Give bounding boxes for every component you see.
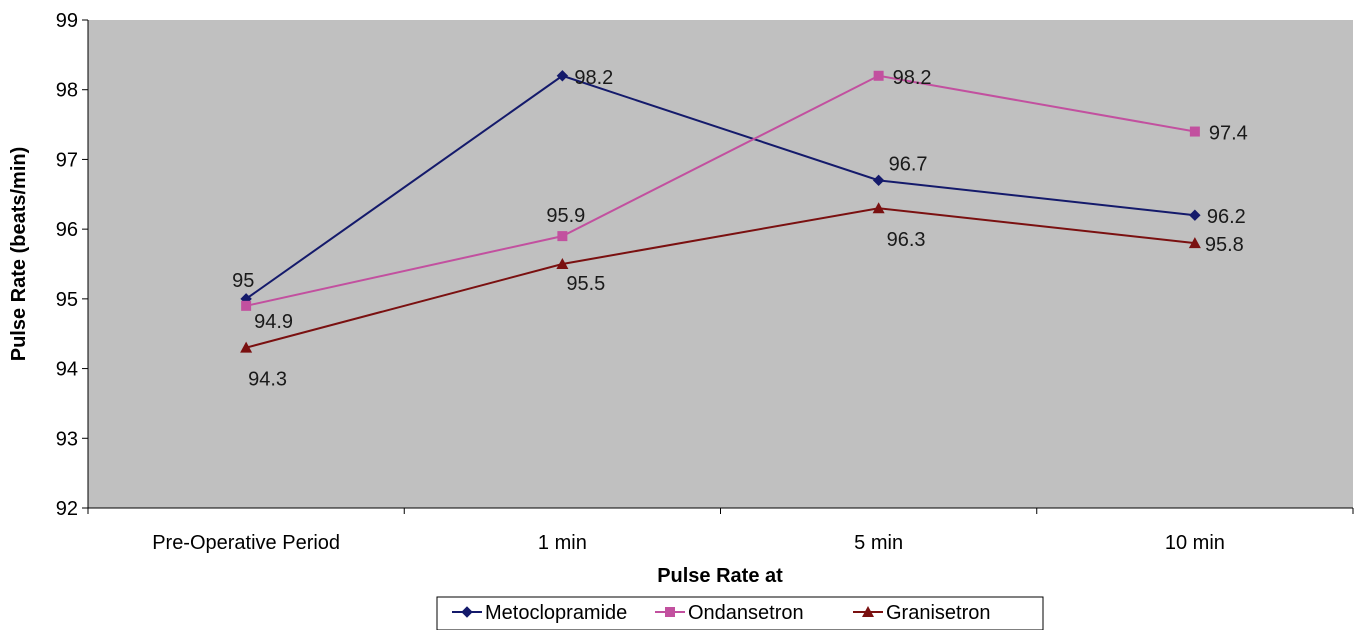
x-axis-title: Pulse Rate at (657, 565, 783, 587)
x-tick-label: Pre-Operative Period (152, 532, 340, 554)
y-tick-label: 95 (56, 289, 78, 311)
y-tick-label: 99 (56, 10, 78, 32)
y-tick-labels: 92 93 94 95 96 97 98 99 (56, 10, 78, 520)
x-tick-label: 5 min (854, 532, 903, 554)
legend-label: Granisetron (886, 602, 991, 624)
data-label: 95.8 (1205, 234, 1244, 256)
y-tick-label: 93 (56, 428, 78, 450)
legend: Metoclopramide Ondansetron Granisetron (436, 596, 1044, 630)
data-label: 94.3 (248, 369, 287, 391)
data-label: 96.3 (887, 229, 926, 251)
series-ondansetron (241, 70, 1200, 311)
data-label: 96.7 (889, 153, 928, 175)
data-label: 94.9 (254, 311, 293, 333)
data-point (241, 300, 252, 311)
legend-marker (461, 606, 473, 618)
series-line (245, 207, 1195, 349)
data-label: 98.2 (574, 67, 613, 89)
data-point (240, 341, 253, 353)
series-granisetron (240, 202, 1201, 353)
y-tick-label: 98 (56, 80, 78, 102)
data-label: 95.9 (546, 205, 585, 227)
plot-area (88, 20, 1353, 508)
y-tick-label: 92 (56, 498, 78, 520)
data-point (1189, 209, 1201, 221)
data-labels: 95 98.2 96.7 96.2 94.9 95.9 98.2 97.4 94.3 95.5 96… (232, 67, 1248, 391)
x-tick-label: 1 min (538, 532, 587, 554)
y-tick-label: 96 (56, 219, 78, 241)
legend-label: Ondansetron (688, 602, 804, 624)
x-tick-label: 10 min (1165, 532, 1225, 554)
data-point (1189, 126, 1200, 137)
axes (82, 19, 1354, 514)
data-label: 97.4 (1209, 123, 1248, 145)
y-tick-label: 97 (56, 149, 78, 171)
legend-box (436, 596, 1044, 630)
y-axis-title: Pulse Rate (beats/min) (8, 147, 30, 362)
series-group (240, 70, 1201, 353)
legend-label: Metoclopramide (485, 602, 627, 624)
series-line (245, 74, 1195, 300)
legend-marker (665, 607, 675, 617)
data-label: 98.2 (893, 67, 932, 89)
x-tick-labels: Pre-Operative Period 1 min 5 min 10 min (152, 532, 1225, 554)
data-point (556, 258, 569, 269)
legend-marker (862, 606, 874, 617)
data-point (872, 202, 885, 214)
series-line (245, 74, 1196, 307)
data-label: 95 (232, 270, 254, 292)
data-point (873, 70, 884, 81)
y-tick-label: 94 (56, 359, 78, 381)
data-point (1188, 237, 1201, 249)
data-point (872, 174, 885, 187)
data-label: 96.2 (1207, 206, 1246, 228)
data-point (556, 70, 569, 82)
data-point (557, 231, 568, 242)
data-label: 95.5 (566, 273, 605, 295)
